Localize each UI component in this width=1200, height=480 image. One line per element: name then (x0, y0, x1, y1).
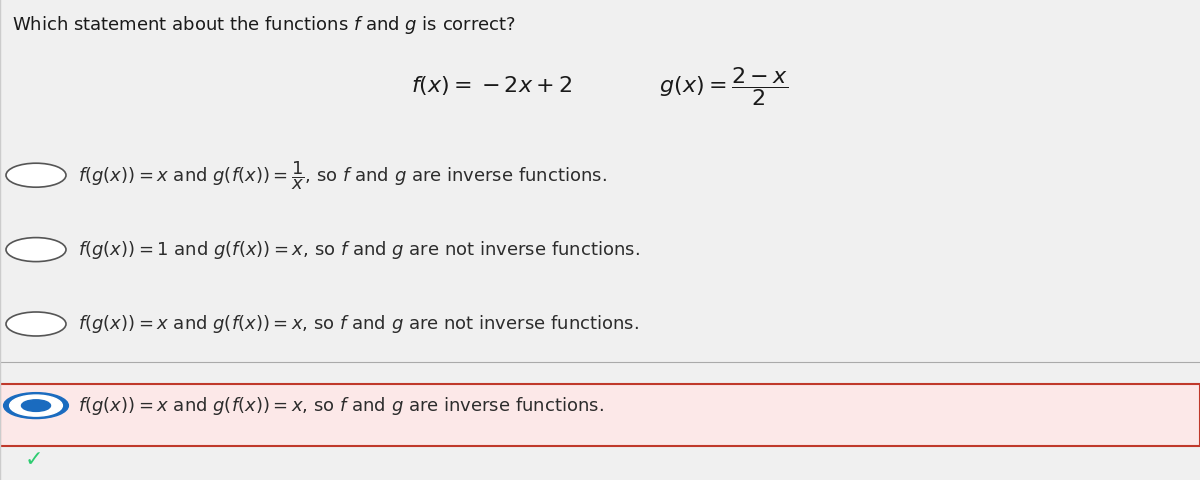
Circle shape (6, 238, 66, 262)
Text: Which statement about the functions $f$ and $g$ is correct?: Which statement about the functions $f$ … (12, 14, 516, 36)
Circle shape (6, 312, 66, 336)
FancyBboxPatch shape (0, 384, 1200, 446)
Text: $f\left(g\left(x\right)\right)=x$ and $g\left(f\left(x\right)\right)=\dfrac{1}{x: $f\left(g\left(x\right)\right)=x$ and $g… (78, 159, 607, 192)
Circle shape (6, 163, 66, 187)
Circle shape (10, 395, 62, 416)
Text: $f\left(g\left(x\right)\right)=x$ and $g\left(f\left(x\right)\right)=x$, so $f$ : $f\left(g\left(x\right)\right)=x$ and $g… (78, 395, 604, 417)
Circle shape (4, 393, 68, 419)
Circle shape (22, 400, 50, 411)
Text: $f\left(g\left(x\right)\right)=1$ and $g\left(f\left(x\right)\right)=x$, so $f$ : $f\left(g\left(x\right)\right)=1$ and $g… (78, 239, 640, 261)
Text: $\checkmark$: $\checkmark$ (24, 448, 41, 468)
Text: $f\left(x\right)=-2x+2 \qquad\qquad g\left(x\right)=\dfrac{2-x}{2}$: $f\left(x\right)=-2x+2 \qquad\qquad g\le… (412, 65, 788, 108)
Text: $f\left(g\left(x\right)\right)=x$ and $g\left(f\left(x\right)\right)=x$, so $f$ : $f\left(g\left(x\right)\right)=x$ and $g… (78, 313, 638, 335)
